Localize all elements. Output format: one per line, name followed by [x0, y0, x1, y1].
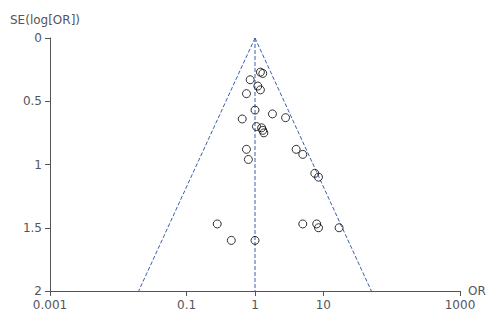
svg-text:SE(log[OR]): SE(log[OR]) — [10, 13, 80, 27]
svg-text:1.5: 1.5 — [23, 221, 42, 235]
svg-text:10: 10 — [316, 298, 331, 312]
svg-text:0.1: 0.1 — [177, 298, 196, 312]
svg-text:0.5: 0.5 — [23, 94, 42, 108]
svg-text:0: 0 — [34, 31, 42, 45]
svg-text:1000: 1000 — [445, 298, 476, 312]
svg-text:0.001: 0.001 — [33, 298, 67, 312]
svg-text:1: 1 — [251, 298, 259, 312]
svg-text:1: 1 — [34, 158, 42, 172]
svg-text:OR: OR — [468, 284, 486, 298]
svg-text:2: 2 — [34, 284, 42, 298]
